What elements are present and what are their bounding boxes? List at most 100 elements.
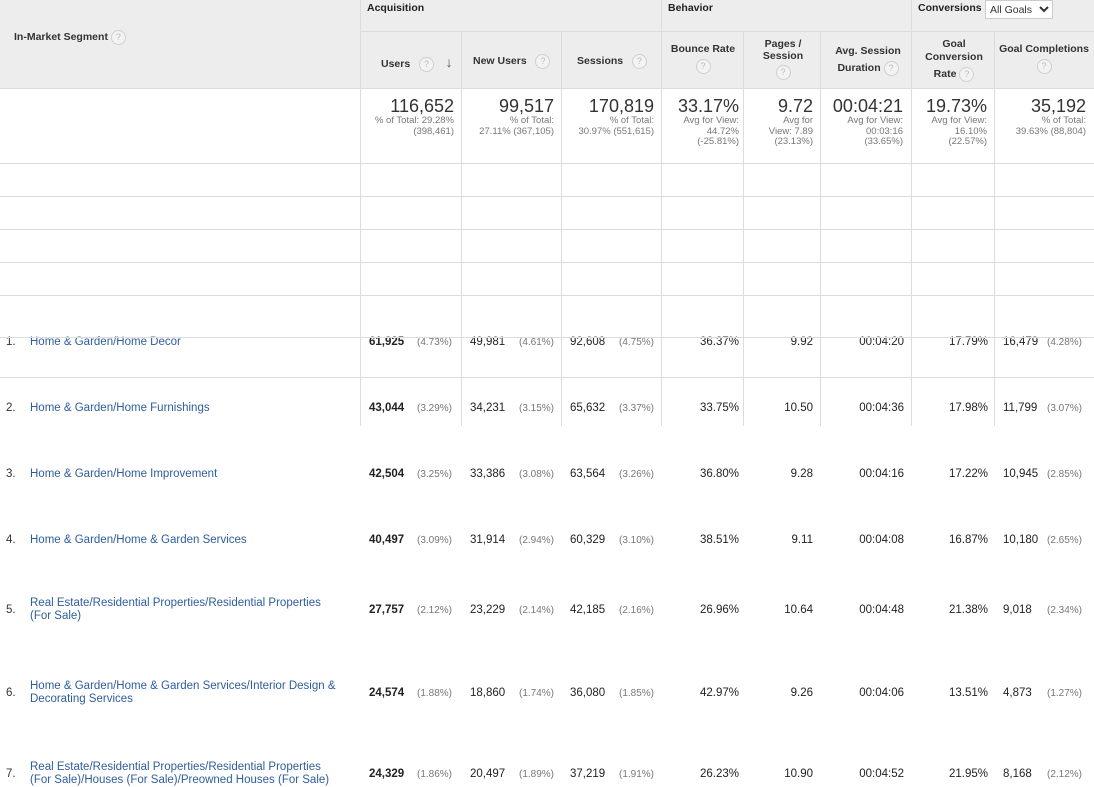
segment-link-line[interactable]: Decorating Services — [30, 693, 133, 705]
col-pages-session-label-2: Session — [762, 50, 804, 62]
segment-link[interactable]: Home & Garden/Home Furnishings — [30, 402, 360, 415]
segment-link-line[interactable]: Home & Garden/Home Decor — [30, 335, 181, 348]
sessions-value: 92,608 — [570, 335, 606, 348]
segment-link[interactable]: Home & Garden/Home Decor — [30, 336, 360, 349]
table-row: 3. Home & Garden/Home Improvement 42,504… — [0, 229, 1094, 480]
col-avg-duration-label-2: Duration — [837, 62, 881, 74]
duration-value: 00:04:36 — [859, 401, 904, 414]
users-pct: (3.09%) — [417, 534, 453, 546]
completions-value: 8,168 — [1003, 767, 1032, 780]
segment-link[interactable]: Home & Garden/Home & Garden Services/Int… — [30, 680, 360, 706]
col-goal-completions[interactable]: Goal Completions ? — [996, 43, 1092, 74]
help-icon[interactable]: ? — [1036, 59, 1052, 74]
completions-value: 11,799 — [1003, 401, 1038, 414]
help-icon[interactable]: ? — [418, 57, 434, 72]
new-users-pct: (3.08%) — [519, 468, 555, 480]
new-users-pct: (3.15%) — [519, 402, 555, 414]
pages-value: 9.28 — [790, 467, 813, 480]
segment-link-line[interactable]: Home & Garden/Home Improvement — [30, 467, 218, 480]
segment-link-line[interactable]: Real Estate/Residential Properties/Resid… — [30, 597, 321, 609]
bounce-value: 26.23% — [699, 767, 739, 780]
help-icon[interactable]: ? — [110, 30, 126, 45]
new-users-value: 31,914 — [470, 533, 506, 546]
sort-arrow-down-icon[interactable]: ↓ — [445, 54, 453, 70]
row-number: 6. — [6, 687, 16, 699]
new-users-pct: (1.89%) — [519, 768, 555, 780]
col-bounce-rate-label: Bounce Rate — [670, 43, 736, 55]
group-conversions: Conversions — [918, 2, 982, 14]
total-completions: 35,192 % of Total: 39.63% (88,804) — [996, 96, 1086, 137]
col-goal-conv-label-3: Rate — [933, 68, 957, 80]
conv-value: 17.98% — [948, 401, 988, 414]
sessions-pct: (3.37%) — [619, 402, 655, 414]
pages-value: 9.26 — [790, 687, 813, 699]
users-value: 40,497 — [369, 533, 405, 546]
row-divider — [0, 262, 1094, 263]
pages-value: 10.50 — [784, 401, 813, 414]
users-pct: (1.86%) — [417, 768, 453, 780]
new-users-pct: (1.74%) — [519, 688, 555, 699]
total-pages-sub: Avg for — [783, 115, 813, 126]
segment-header-label: In-Market Segment — [14, 31, 108, 43]
segment-link-line[interactable]: Home & Garden/Home & Garden Services/Int… — [30, 680, 336, 692]
segment-link[interactable]: Home & Garden/Home & Garden Services — [30, 534, 360, 547]
group-behavior: Behavior — [668, 2, 713, 14]
segment-link-line[interactable]: Real Estate/Residential Properties/Resid… — [30, 760, 321, 773]
bounce-value: 33.75% — [699, 401, 739, 414]
col-avg-duration-label-1: Avg. Session — [835, 45, 901, 57]
help-icon[interactable]: ? — [535, 54, 551, 69]
total-pages-sub: View: 7.89 — [768, 125, 813, 137]
goals-dropdown[interactable]: All Goals — [985, 0, 1053, 19]
col-new-users-label: New Users — [473, 55, 527, 67]
help-icon[interactable]: ? — [883, 61, 899, 76]
conv-value: 17.79% — [948, 335, 988, 348]
completions-pct: (2.85%) — [1047, 468, 1083, 480]
segment-link[interactable]: Real Estate/Residential Properties/Resid… — [30, 597, 360, 623]
total-bounce-sub: Avg for View: — [683, 115, 739, 126]
col-avg-session-duration[interactable]: Avg. Session Duration ? — [823, 43, 913, 77]
row-divider — [0, 295, 1094, 296]
col-bounce-rate[interactable]: Bounce Rate ? — [664, 43, 742, 74]
total-completions-sub: 39.63% (88,804) — [1015, 125, 1086, 137]
conv-value: 21.95% — [948, 767, 988, 780]
bounce-value: 42.97% — [699, 687, 739, 699]
row-divider — [0, 196, 1094, 197]
completions-pct: (4.28%) — [1047, 336, 1083, 348]
col-new-users[interactable]: New Users ? — [473, 54, 563, 69]
help-icon[interactable]: ? — [959, 67, 975, 82]
users-pct: (2.12%) — [417, 605, 453, 616]
help-icon[interactable]: ? — [775, 65, 791, 80]
total-sessions-sub: % of Total: — [609, 115, 654, 126]
segment-link-line[interactable]: (For Sale)/Houses (For Sale)/Preowned Ho… — [30, 773, 330, 786]
segment-link[interactable]: Home & Garden/Home Improvement — [30, 468, 360, 481]
sessions-value: 36,080 — [570, 687, 606, 699]
segment-link-line[interactable]: (For Sale) — [30, 610, 82, 622]
total-users: 116,652 % of Total: 29.28% (398,461) — [362, 96, 454, 137]
col-sessions-label: Sessions — [577, 55, 624, 67]
total-conv-value: 19.73% — [925, 96, 987, 116]
table-row: 6. Home & Garden/Home & Garden Services/… — [0, 337, 1094, 705]
total-duration-sub: 00:03:16 — [866, 125, 903, 137]
total-duration-sub: Avg for View: — [847, 115, 903, 126]
segment-link-line[interactable]: Home & Garden/Home & Garden Services — [30, 533, 247, 546]
sessions-value: 60,329 — [570, 533, 606, 546]
segment-link[interactable]: Real Estate/Residential Properties/Resid… — [30, 761, 360, 787]
total-bounce-value: 33.17% — [677, 96, 739, 116]
col-goal-conv-label-1: Goal — [942, 38, 966, 50]
segment-link-line[interactable]: Home & Garden/Home Furnishings — [30, 401, 210, 414]
bounce-value: 36.37% — [699, 335, 739, 348]
duration-value: 00:04:06 — [859, 687, 904, 699]
col-users[interactable]: Users ? ↓ — [381, 54, 461, 72]
new-users-pct: (2.94%) — [519, 534, 555, 546]
total-conv-sub: (22.57%) — [948, 136, 987, 147]
users-value: 27,757 — [369, 604, 405, 616]
conv-value: 16.87% — [948, 533, 988, 546]
segment-header[interactable]: In-Market Segment ? — [14, 30, 314, 45]
col-goal-conversion-rate[interactable]: Goal Conversion Rate ? — [914, 38, 994, 82]
pages-value: 9.11 — [791, 533, 813, 546]
users-pct: (4.73%) — [417, 336, 453, 348]
col-sessions[interactable]: Sessions ? — [577, 54, 667, 69]
help-icon[interactable]: ? — [695, 59, 711, 74]
help-icon[interactable]: ? — [631, 54, 647, 69]
col-pages-session[interactable]: Pages / Session ? — [746, 38, 820, 80]
